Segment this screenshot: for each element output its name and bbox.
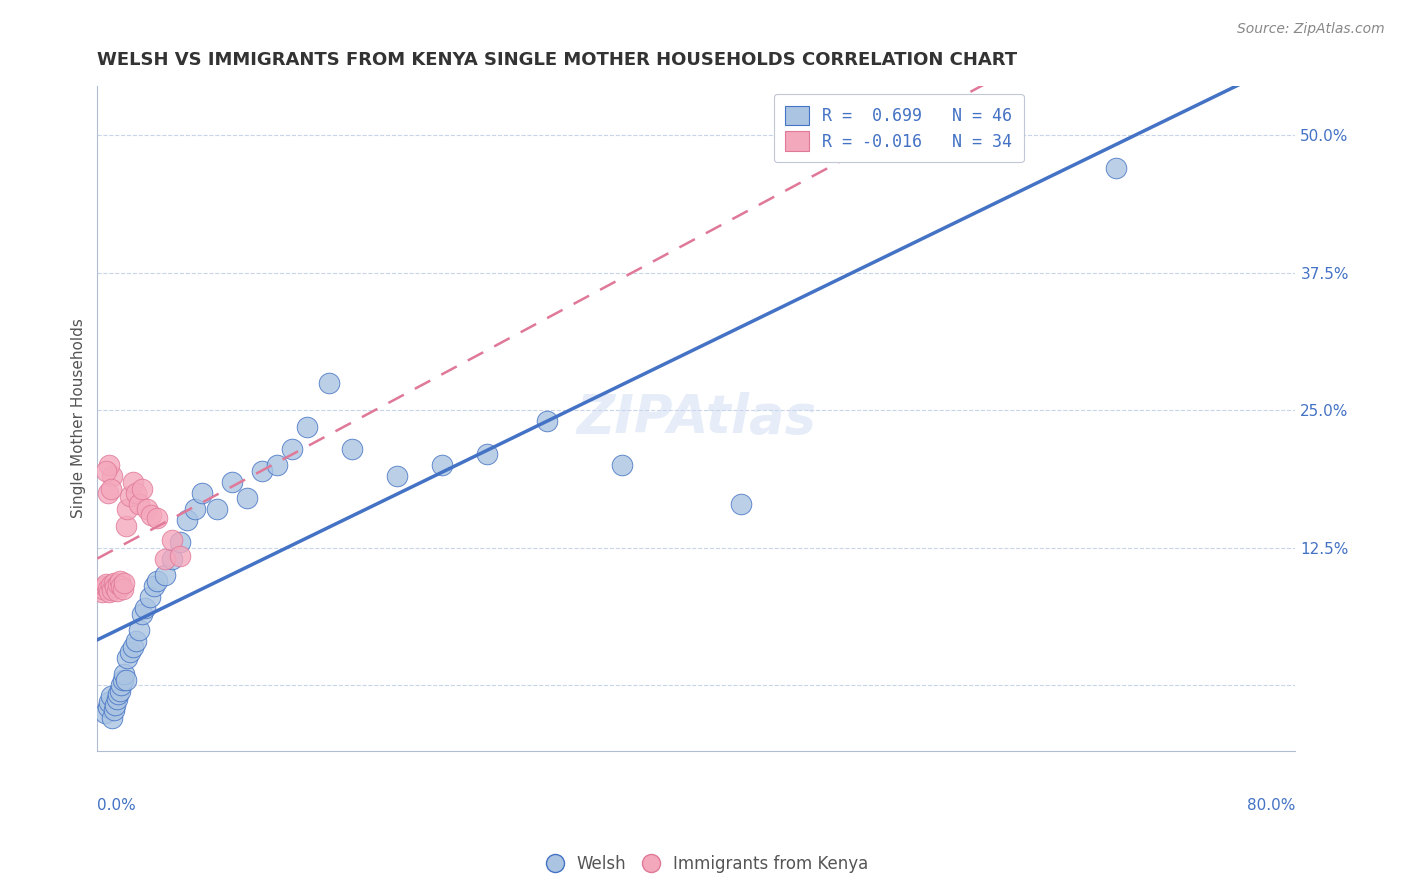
Point [153, 568, 176, 582]
Point [128, 624, 150, 638]
Y-axis label: Single Mother Households: Single Mother Households [72, 318, 86, 518]
Point [176, 513, 198, 527]
Point [385, 469, 408, 483]
Point [105, 583, 128, 598]
Point [134, 601, 156, 615]
Point [131, 483, 153, 497]
Point [135, 502, 157, 516]
Point [104, 581, 127, 595]
Point [146, 511, 169, 525]
Legend: R =  0.699   N = 46, R = -0.016   N = 34: R = 0.699 N = 46, R = -0.016 N = 34 [773, 94, 1024, 162]
Point [97, 582, 120, 596]
Point [117, 502, 139, 516]
Point [318, 376, 340, 390]
Point [111, 582, 134, 596]
Point [730, 497, 752, 511]
Point [98, 458, 121, 473]
Point [105, 691, 128, 706]
Point [205, 502, 228, 516]
Point [250, 464, 273, 478]
Point [125, 485, 148, 500]
Point [430, 458, 453, 473]
Point [160, 552, 183, 566]
Point [475, 447, 498, 461]
Point [221, 475, 243, 489]
Point [112, 576, 135, 591]
Point [281, 442, 304, 456]
Point [93, 582, 115, 596]
Point [120, 489, 142, 503]
Point [107, 577, 129, 591]
Point [90, 585, 112, 599]
Point [101, 469, 124, 483]
Legend: Welsh, Immigrants from Kenya: Welsh, Immigrants from Kenya [531, 848, 875, 880]
Point [103, 576, 125, 591]
Point [108, 574, 131, 588]
Point [114, 673, 136, 687]
Text: 80.0%: 80.0% [1247, 798, 1295, 814]
Point [97, 700, 120, 714]
Point [107, 687, 129, 701]
Point [98, 585, 121, 599]
Point [94, 579, 117, 593]
Point [110, 579, 132, 593]
Point [536, 414, 558, 428]
Point [169, 535, 191, 549]
Point [128, 497, 150, 511]
Point [141, 508, 163, 522]
Point [122, 640, 145, 654]
Point [340, 442, 363, 456]
Point [103, 703, 125, 717]
Text: WELSH VS IMMIGRANTS FROM KENYA SINGLE MOTHER HOUSEHOLDS CORRELATION CHART: WELSH VS IMMIGRANTS FROM KENYA SINGLE MO… [97, 51, 1018, 69]
Point [100, 690, 122, 704]
Point [98, 695, 121, 709]
Text: 0.0%: 0.0% [97, 798, 136, 814]
Point [610, 458, 633, 473]
Point [104, 698, 127, 713]
Point [125, 634, 148, 648]
Point [94, 706, 117, 720]
Point [143, 579, 166, 593]
Point [122, 475, 145, 489]
Point [131, 607, 153, 621]
Point [139, 591, 162, 605]
Point [1105, 161, 1128, 175]
Text: Source: ZipAtlas.com: Source: ZipAtlas.com [1237, 22, 1385, 37]
Point [100, 483, 122, 497]
Point [110, 678, 132, 692]
Point [101, 582, 124, 597]
Point [97, 485, 120, 500]
Point [108, 684, 131, 698]
Point [183, 502, 205, 516]
Point [236, 491, 259, 506]
Text: ZIPAtlas: ZIPAtlas [576, 392, 817, 444]
Point [101, 711, 124, 725]
Point [266, 458, 288, 473]
Point [111, 673, 134, 687]
Point [96, 577, 118, 591]
Point [120, 645, 142, 659]
Point [114, 518, 136, 533]
Point [112, 667, 135, 681]
Point [100, 578, 122, 592]
Point [191, 485, 214, 500]
Point [160, 533, 183, 548]
Point [169, 549, 191, 563]
Point [153, 552, 176, 566]
Point [117, 651, 139, 665]
Point [96, 464, 118, 478]
Point [146, 574, 169, 588]
Point [295, 419, 318, 434]
